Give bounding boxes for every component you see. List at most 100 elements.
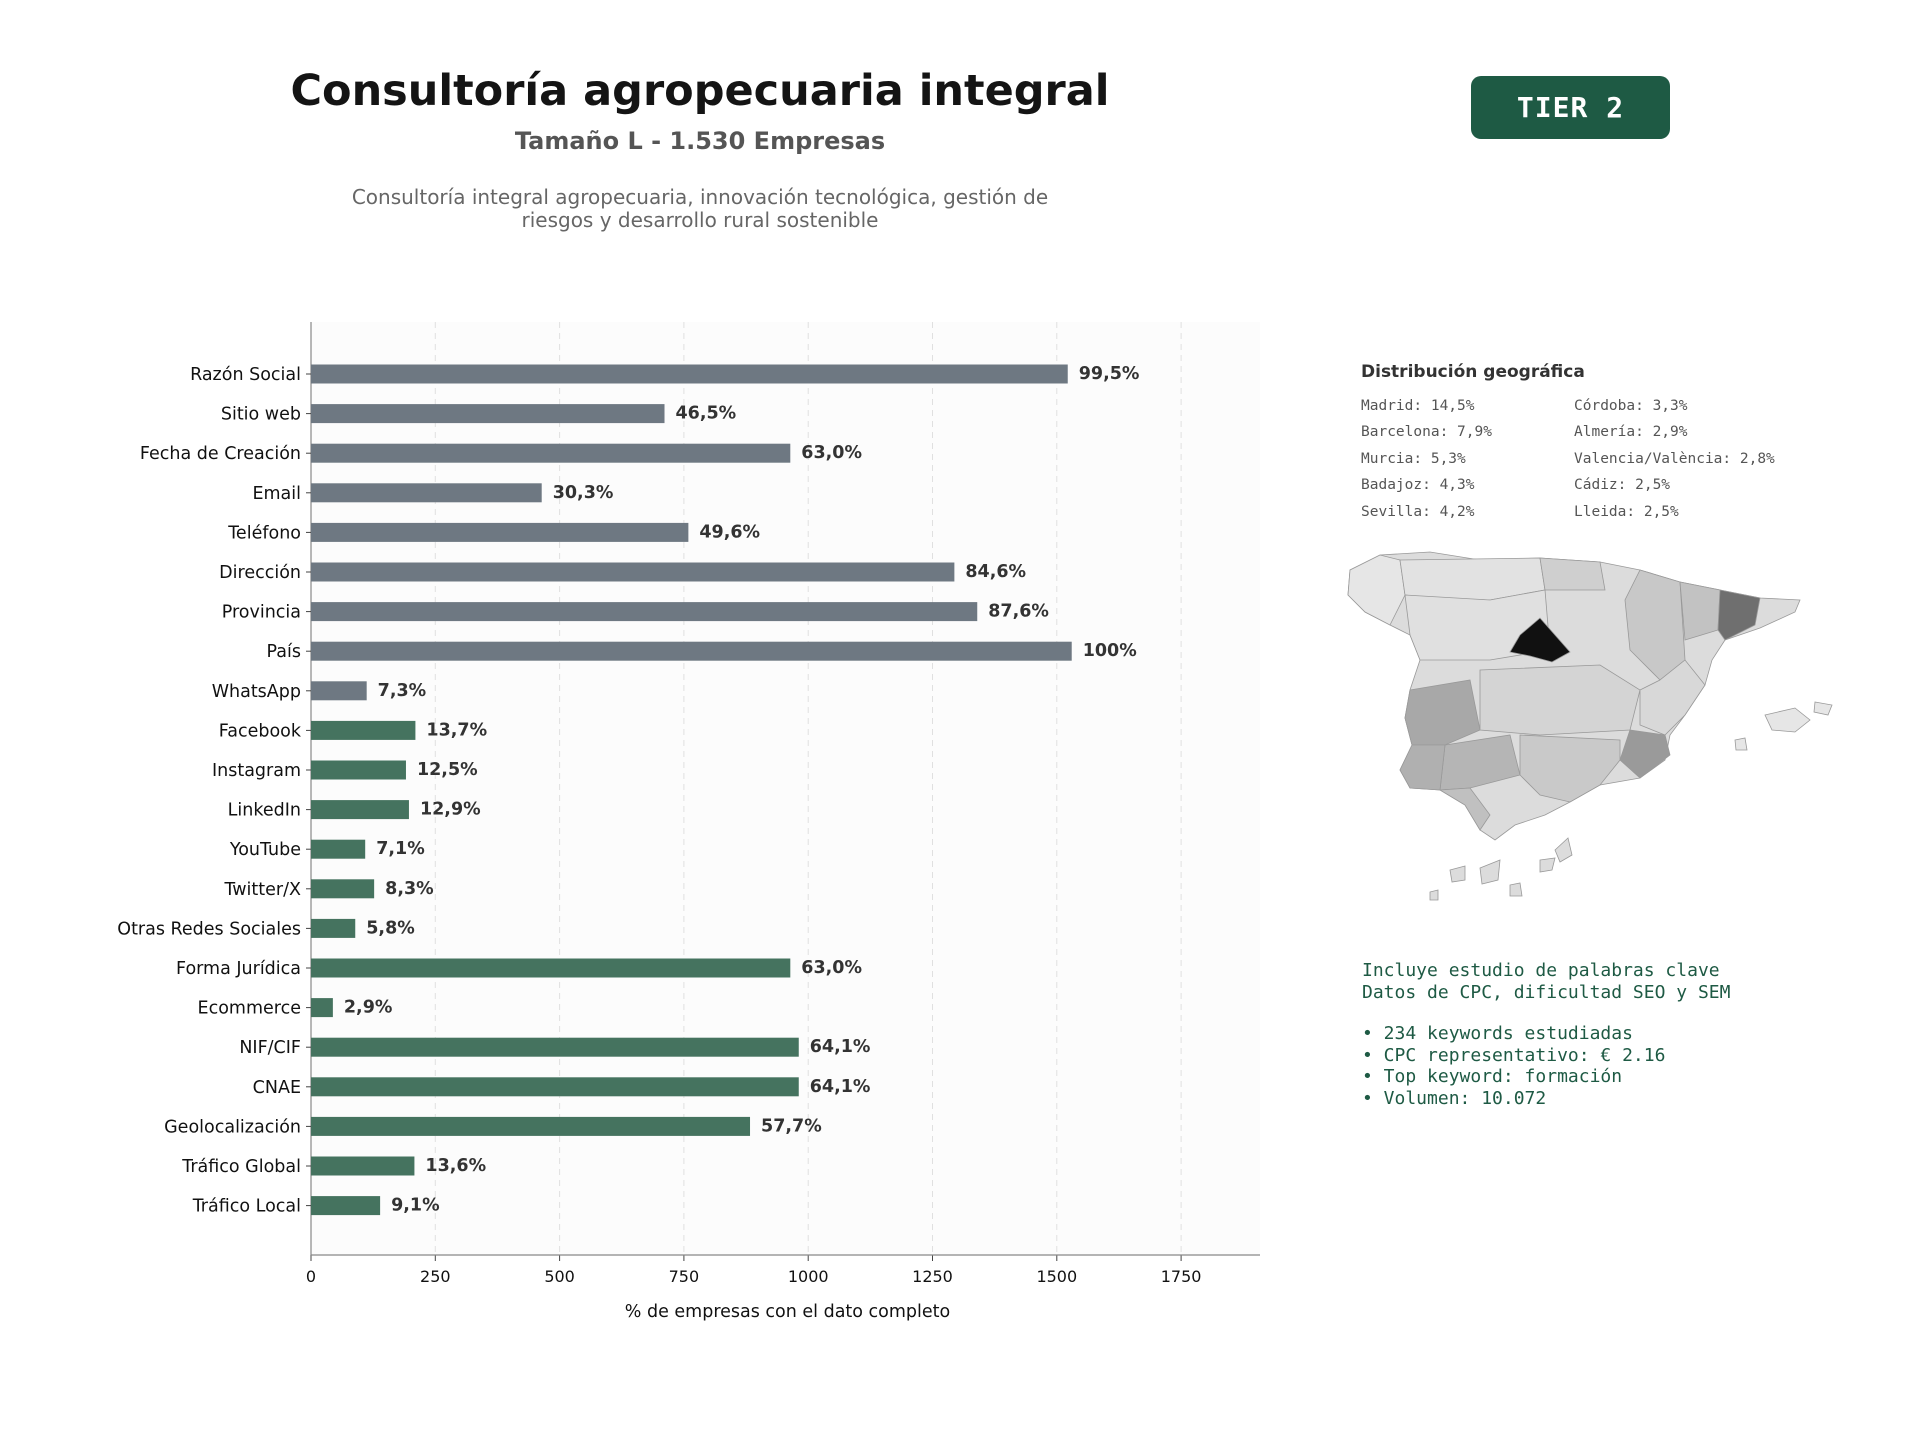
geo-item: Madrid: 14,5% bbox=[1361, 398, 1475, 414]
bar bbox=[311, 1116, 751, 1136]
page-subtitle: Tamaño L - 1.530 Empresas bbox=[514, 127, 886, 155]
keyword-bullet: • Volumen: 10.072 bbox=[1362, 1087, 1547, 1109]
geo-item: Valencia/València: 2,8% bbox=[1574, 450, 1775, 467]
data-label: 84,6% bbox=[965, 562, 1026, 582]
category-label: Twitter/X bbox=[223, 880, 301, 900]
data-label: 63,0% bbox=[801, 443, 862, 463]
map-region-murcia bbox=[1619, 729, 1671, 779]
geo-item: Badajoz: 4,3% bbox=[1361, 477, 1475, 494]
page-description: Consultoría integral agropecuaria, innov… bbox=[320, 186, 1080, 232]
category-label: Otras Redes Sociales bbox=[117, 919, 301, 939]
map-region-valencia bbox=[1639, 659, 1706, 736]
geo-item: Lleida: 2,5% bbox=[1574, 503, 1679, 520]
category-label: Facebook bbox=[219, 721, 302, 741]
bar bbox=[311, 483, 542, 503]
x-tick-label: 750 bbox=[669, 1267, 700, 1286]
category-label: Forma Jurídica bbox=[176, 959, 301, 979]
map-region-galicia bbox=[1347, 554, 1406, 626]
data-label: 30,3% bbox=[553, 483, 614, 503]
geo-item: Sevilla: 4,2% bbox=[1361, 503, 1475, 520]
x-tick-label: 0 bbox=[306, 1267, 316, 1286]
data-label: 5,8% bbox=[366, 918, 415, 938]
bar bbox=[311, 1037, 799, 1057]
bar bbox=[311, 522, 689, 542]
geo-item: Murcia: 5,3% bbox=[1361, 450, 1466, 467]
map-region-extremadura bbox=[1404, 679, 1481, 746]
bar bbox=[311, 918, 356, 938]
bar bbox=[311, 681, 367, 701]
description-line-2: riesgos y desarrollo rural sostenible bbox=[521, 208, 879, 232]
data-label: 12,9% bbox=[420, 800, 481, 820]
category-label: LinkedIn bbox=[228, 801, 301, 821]
bar bbox=[311, 641, 1072, 661]
data-label: 64,1% bbox=[810, 1037, 871, 1057]
bar-chart: 0 250 500 750 1000 1250 1500 1750 Razón Social 99… bbox=[117, 322, 1260, 1322]
geo-item: Cádiz: 2,5% bbox=[1574, 477, 1671, 494]
category-label: Email bbox=[252, 484, 301, 504]
x-tick-label: 500 bbox=[544, 1267, 575, 1286]
category-label: Ecommerce bbox=[198, 999, 301, 1019]
x-tick-label: 1250 bbox=[912, 1267, 953, 1286]
map-region-castilla-leon bbox=[1404, 589, 1551, 661]
category-label: País bbox=[267, 642, 301, 662]
data-label: 99,5% bbox=[1079, 364, 1140, 384]
map-region-barcelona bbox=[1717, 589, 1761, 641]
category-label: Razón Social bbox=[190, 365, 301, 385]
bar bbox=[311, 364, 1068, 384]
keyword-bullet: • CPC representativo: € 2.16 bbox=[1362, 1044, 1666, 1066]
bar bbox=[311, 562, 955, 582]
data-label: 63,0% bbox=[801, 958, 862, 978]
data-label: 7,1% bbox=[376, 839, 425, 859]
category-label: Provincia bbox=[222, 603, 301, 623]
map-region-madrid bbox=[1509, 617, 1571, 663]
geo-item: Almería: 2,9% bbox=[1574, 424, 1688, 441]
data-label: 57,7% bbox=[761, 1116, 822, 1136]
bar bbox=[311, 1077, 799, 1097]
spain-choropleth-map bbox=[1347, 551, 1833, 901]
bar bbox=[311, 800, 409, 820]
plot-area bbox=[311, 322, 1260, 1255]
tier-badge: TIER 2 bbox=[1471, 76, 1670, 139]
category-label: Tráfico Local bbox=[192, 1197, 301, 1217]
category-label: NIF/CIF bbox=[239, 1038, 301, 1058]
category-label: Sitio web bbox=[221, 405, 301, 425]
data-label: 8,3% bbox=[385, 879, 434, 899]
category-label: Instagram bbox=[212, 761, 301, 781]
category-label: Tráfico Global bbox=[181, 1157, 301, 1177]
category-label: CNAE bbox=[253, 1078, 301, 1098]
data-label: 13,6% bbox=[425, 1156, 486, 1176]
x-tick-label: 250 bbox=[420, 1267, 451, 1286]
x-axis-title: % de empresas con el dato completo bbox=[625, 1302, 950, 1322]
geo-list-left: Madrid: 14,5% Barcelona: 7,9% Murcia: 5,… bbox=[1361, 398, 1492, 530]
geo-item: Barcelona: 7,9% bbox=[1361, 424, 1492, 441]
data-label: 7,3% bbox=[378, 681, 427, 701]
map-canary-islands bbox=[1429, 837, 1573, 901]
keyword-bullet: • Top keyword: formación bbox=[1362, 1066, 1623, 1087]
data-label: 49,6% bbox=[699, 522, 760, 542]
page-title: Consultoría agropecuaria integral bbox=[290, 66, 1110, 116]
map-region-lleida bbox=[1679, 581, 1721, 641]
bar bbox=[311, 879, 375, 899]
bar bbox=[311, 958, 791, 978]
map-region-andalucia-east bbox=[1519, 734, 1621, 803]
bar bbox=[311, 720, 416, 740]
map-region-basque bbox=[1539, 557, 1606, 591]
data-label: 12,5% bbox=[417, 760, 478, 780]
x-tick-label: 1750 bbox=[1161, 1267, 1202, 1286]
keywords-box: Incluye estudio de palabras clave Datos … bbox=[1362, 960, 1730, 1109]
category-label: WhatsApp bbox=[212, 682, 301, 702]
bar bbox=[311, 1156, 415, 1176]
x-tick-label: 1500 bbox=[1036, 1267, 1077, 1286]
category-label: Geolocalización bbox=[164, 1117, 301, 1137]
data-label: 13,7% bbox=[426, 720, 487, 740]
x-tick-label: 1000 bbox=[788, 1267, 829, 1286]
map-region-sevilla bbox=[1399, 744, 1446, 791]
bar bbox=[311, 602, 978, 622]
bar bbox=[311, 404, 665, 424]
bar bbox=[311, 998, 333, 1018]
keywords-line-2: Datos de CPC, dificultad SEO y SEM bbox=[1362, 981, 1731, 1003]
map-balearic-islands bbox=[1734, 701, 1833, 751]
data-label: 46,5% bbox=[676, 404, 737, 424]
keywords-line-1: Incluye estudio de palabras clave bbox=[1362, 960, 1720, 981]
data-label: 64,1% bbox=[810, 1077, 871, 1097]
